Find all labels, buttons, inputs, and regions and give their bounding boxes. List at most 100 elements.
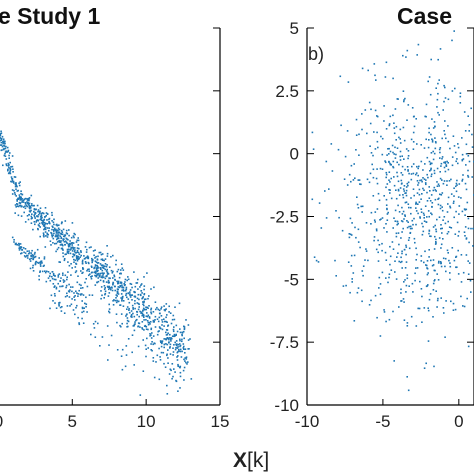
data-point [92,323,95,325]
data-point [57,246,60,249]
data-point [395,139,397,141]
data-point [404,97,406,100]
data-point [63,259,66,262]
data-point [342,285,345,287]
data-point [349,217,352,220]
data-point [125,345,128,347]
data-point [55,231,58,233]
data-point [183,326,186,328]
data-point [354,177,356,179]
data-point [406,182,409,185]
data-point [67,238,69,241]
data-point [37,215,39,218]
data-point [404,267,407,269]
data-point [87,256,90,258]
data-point [384,251,387,254]
data-point [433,365,435,368]
data-point [125,294,127,297]
data-point [0,130,2,133]
data-point [137,345,140,348]
data-point [428,256,430,258]
data-point [445,137,447,140]
data-point [91,259,93,262]
data-point [39,218,41,221]
data-point [4,155,7,157]
data-point [1,135,4,138]
data-point [55,242,58,245]
data-point [38,278,40,281]
data-point [411,282,414,285]
data-point [116,288,119,290]
data-point [138,315,140,318]
data-point [98,272,100,275]
data-point [419,280,421,283]
data-point [163,362,165,365]
data-point [142,339,144,341]
data-point [385,277,387,279]
data-point [69,289,71,291]
data-point [467,176,470,178]
data-point [348,236,351,239]
data-point [447,162,449,164]
data-point [417,184,419,186]
data-point [163,346,165,349]
data-point [95,269,98,271]
data-point [447,168,450,171]
data-point [58,241,61,243]
data-point [410,212,412,215]
data-point [424,250,426,253]
data-point [426,156,429,159]
data-point [74,251,77,254]
data-point [377,146,379,149]
data-point [444,97,447,99]
x-tick-label: -10 [295,412,320,431]
data-point [44,271,47,274]
data-point [104,265,106,267]
data-point [45,280,48,283]
data-point [148,321,151,324]
data-point [441,232,443,234]
data-point [145,315,148,317]
data-point [6,151,8,153]
y-tick-label: -7.5 [270,333,299,352]
data-point [73,247,76,249]
data-point [134,323,136,325]
data-point [350,234,353,236]
data-point [81,317,83,320]
data-point [97,280,100,283]
data-point [146,337,148,340]
data-point [454,151,457,154]
data-point [404,215,406,217]
data-point [425,183,427,186]
data-point [436,306,438,308]
data-point [76,249,79,252]
data-point [39,235,41,238]
data-point [431,202,434,204]
data-point [43,225,46,227]
data-point [415,202,418,205]
data-point [401,231,403,233]
data-point [406,274,409,276]
data-point [116,290,119,293]
data-point [69,252,72,255]
data-point [175,347,177,349]
data-point [85,256,87,259]
data-point [404,214,406,216]
data-point [78,247,80,250]
data-point [51,214,53,216]
data-point [441,157,443,160]
data-point [399,150,402,153]
data-point [183,366,186,369]
data-point [183,327,186,330]
data-point [449,206,452,209]
data-point [166,353,168,356]
data-point [464,226,467,228]
data-point [463,208,466,210]
data-point [60,310,63,312]
data-point [369,172,372,175]
data-point [104,293,106,296]
data-point [439,207,442,210]
data-point [412,141,415,143]
data-point [398,136,400,139]
data-point [37,210,39,213]
